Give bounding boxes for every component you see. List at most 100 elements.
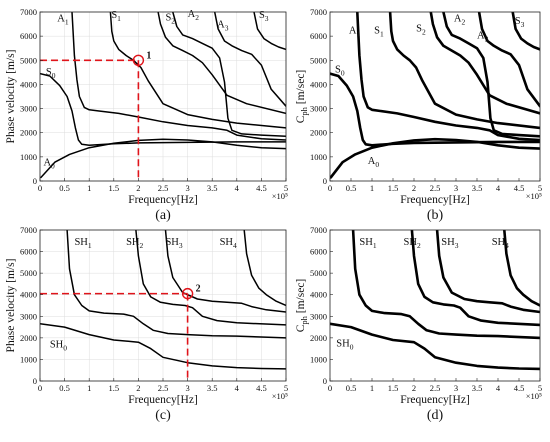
y-tick-label: 4000: [310, 290, 327, 300]
series-group: [40, 230, 286, 370]
x-tick-label: 4.5: [514, 383, 525, 393]
series-group: [40, 12, 286, 179]
x-tick-label: 4.5: [256, 383, 267, 393]
x-tick-label: 3.5: [472, 183, 483, 193]
x-tick-label: 1: [370, 383, 374, 393]
mode-label: S2: [165, 12, 175, 25]
dispersion-curve-3: [135, 230, 286, 326]
y-tick-label: 5000: [20, 55, 37, 65]
dispersion-curve-7: [477, 12, 540, 108]
y-tick-label: 4000: [310, 79, 327, 89]
x-tick-label: 0.5: [59, 383, 70, 393]
x-tick-label: 5: [538, 383, 542, 393]
x-tick-label: 1.5: [108, 183, 119, 193]
y-axis-label: Phase velocity [m/s]: [5, 50, 17, 144]
y-tick-label: 5000: [310, 55, 327, 65]
x-tick-label: 1: [87, 183, 91, 193]
y-tick-label: 4000: [20, 79, 37, 89]
y-tick-label: 6000: [310, 247, 327, 257]
y-tick-label: 7000: [20, 7, 37, 17]
dispersion-curve-8: [511, 12, 540, 51]
dispersion-curve-4: [435, 230, 540, 314]
x-tick-label: 1.5: [388, 383, 399, 393]
mode-label: S3: [259, 10, 269, 23]
y-tick-label: 3000: [310, 104, 327, 114]
x-tick-label: 0: [38, 183, 42, 193]
mode-label: SH0: [50, 340, 67, 353]
dispersion-curve-3: [71, 12, 286, 141]
mode-label: A0: [43, 157, 55, 170]
mode-label: S1: [111, 10, 121, 23]
x-tick-label: 4: [235, 383, 240, 393]
chart-panel-d: 0 0.5 1 1.5 2 2.5 3 3.5 4 4.5 5 0 1000 2000 3000 4000 50…: [295, 225, 542, 423]
dispersion-curve-6: [172, 12, 286, 138]
mode-label: A3: [217, 20, 229, 33]
dispersion-curve-5: [429, 12, 540, 115]
mode-label: A2: [188, 9, 200, 22]
x-tick-label: 2: [136, 183, 140, 193]
mode-label: A1: [57, 14, 69, 27]
x-tick-label: 0: [328, 183, 332, 193]
dispersion-curve-2: [40, 72, 286, 147]
panel-label: (b): [427, 208, 444, 223]
y-tick-label: 5000: [20, 268, 37, 278]
mode-label: SH1: [359, 237, 376, 250]
x-tick-label: 2.5: [158, 183, 169, 193]
marker-circle: [181, 287, 194, 300]
x-tick-label: 0: [38, 383, 42, 393]
y-tick-label: 6000: [20, 31, 37, 41]
y-tick-label: 1000: [310, 354, 327, 364]
y-tick-label: 2000: [310, 333, 327, 343]
mode-label: S3: [515, 16, 525, 29]
y-tick-label: 0: [323, 176, 327, 186]
x-tick-label: 3: [454, 383, 458, 393]
y-tick-label: 1000: [310, 152, 327, 162]
mode-label: SH0: [336, 338, 353, 351]
x-tick-label: 4: [496, 183, 501, 193]
x-tick-label: 2.5: [430, 183, 441, 193]
mode-label: A2: [454, 14, 466, 27]
x-tick-label: 5: [538, 183, 542, 193]
mode-label: SH2: [126, 237, 143, 250]
dispersion-curve-1: [40, 323, 286, 370]
mode-label: SH3: [165, 237, 182, 250]
panel-label: (c): [155, 408, 171, 423]
dispersion-curve-5: [243, 230, 286, 307]
x-axis-label: Frequency[Hz]: [400, 394, 470, 406]
mode-label: SH4: [492, 237, 509, 250]
x-exponent-label: ×10⁵: [272, 391, 288, 401]
mode-label: SH2: [404, 237, 421, 250]
mode-label: S2: [416, 23, 426, 36]
x-tick-label: 2.5: [430, 383, 441, 393]
y-tick-label: 3000: [20, 104, 37, 114]
marker-label: 1: [146, 50, 151, 61]
panel-label: (a): [155, 208, 171, 223]
x-exponent-label: ×10⁵: [526, 191, 542, 201]
x-tick-label: 4: [235, 183, 240, 193]
chart-panel-b: 0 0.5 1 1.5 2 2.5 3 3.5 4 4.5 5 0 1000 2000 3000 4000 50…: [295, 7, 542, 223]
dispersion-curve-7: [213, 12, 286, 107]
x-tick-label: 4.5: [514, 183, 525, 193]
y-tick-label: 2000: [310, 128, 327, 138]
y-tick-label: 5000: [310, 268, 327, 278]
plot-area: [330, 12, 540, 181]
y-tick-label: 6000: [310, 31, 327, 41]
x-axis-label: Frequency[Hz]: [128, 194, 198, 206]
y-tick-label: 1000: [20, 152, 37, 162]
mode-label: S0: [46, 67, 56, 80]
dispersion-curve-4: [388, 12, 540, 130]
dispersion-curve-5: [503, 230, 540, 307]
y-axis-label: Cph [m/sec]: [295, 70, 309, 124]
y-tick-label: 2000: [20, 128, 37, 138]
x-tick-label: 2: [412, 183, 416, 193]
x-tick-label: 1.5: [108, 383, 119, 393]
x-tick-label: 5: [284, 183, 288, 193]
y-axis-label: Cph [m/sec]: [295, 279, 309, 333]
mode-label: A1: [349, 26, 361, 39]
chart-panel-c: 2 0 0.5 1 1.5 2 2.5 3 3.5 4 4.5 5 0 1000 2000 3000 4000 5…: [5, 225, 288, 423]
panel-label: (d): [427, 408, 444, 423]
dispersion-curve-1: [330, 322, 540, 371]
mode-label: S1: [374, 26, 384, 39]
series-group: [330, 12, 540, 179]
y-tick-label: 6000: [20, 247, 37, 257]
